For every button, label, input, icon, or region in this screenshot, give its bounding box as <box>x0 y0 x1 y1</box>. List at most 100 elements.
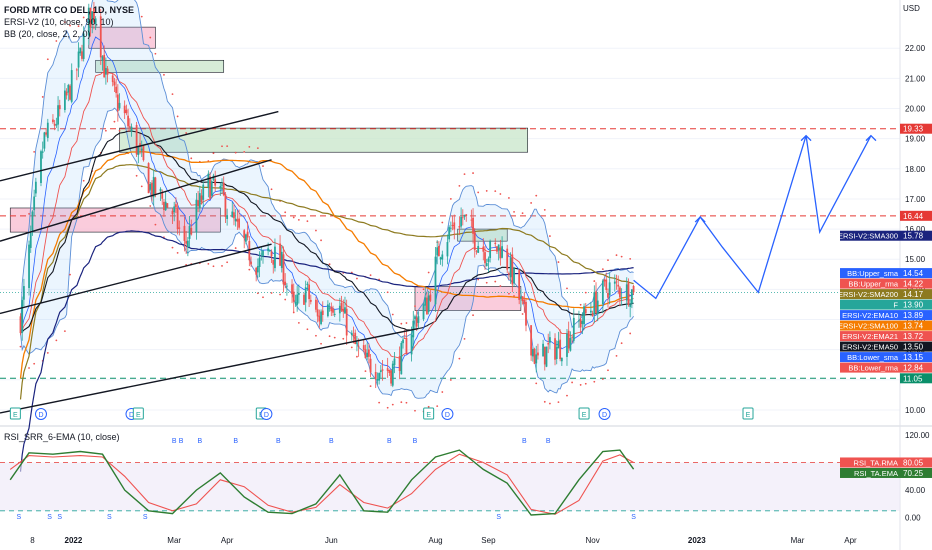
candle-body <box>451 224 454 226</box>
osc-signal-s: S <box>631 514 636 521</box>
candle-body <box>58 105 61 110</box>
candle-body <box>186 240 189 247</box>
bb-lower-rma-dot <box>405 401 408 404</box>
bb-upper-rma-dot <box>400 322 403 325</box>
bb-upper-rma-dot <box>543 208 546 211</box>
candle-body <box>543 346 546 365</box>
candle-body <box>69 85 71 100</box>
level-tag-value: 19.33 <box>903 125 924 134</box>
candle-body <box>57 105 59 125</box>
osc-tag-value-bg <box>900 467 932 478</box>
bb-lower-rma-dot <box>615 354 618 357</box>
candle-body <box>226 215 229 219</box>
bb-upper-rma-dot <box>530 202 533 204</box>
candle-body <box>195 199 198 233</box>
bb-upper-rma-dot <box>306 220 309 223</box>
earnings-marker <box>578 407 590 420</box>
candle-body <box>65 91 68 96</box>
bb-lower-rma-dot <box>494 280 497 283</box>
candle-body <box>426 297 428 315</box>
candle-body <box>460 216 463 227</box>
candle-body <box>127 115 129 127</box>
candle-body <box>268 250 271 252</box>
bb-upper-rma-dot <box>154 52 157 55</box>
bb-lower-rma-dot <box>55 339 58 342</box>
candle-body <box>487 258 490 262</box>
time-tick-label: Aug <box>428 536 442 545</box>
ema50-line <box>20 130 634 334</box>
candle-body <box>518 270 521 300</box>
sma300-line <box>19 230 634 472</box>
bb-upper-rma-dot <box>190 157 193 160</box>
bb-lower-rma-dot <box>284 298 287 301</box>
bb-lower-rma-dot <box>521 313 524 315</box>
candle-body <box>559 339 562 360</box>
price-tag-value-bg <box>900 352 932 363</box>
candle-body <box>484 252 486 264</box>
candle-body <box>67 85 70 93</box>
candle-body <box>630 289 633 304</box>
price-tag-value: 13.72 <box>903 332 924 341</box>
candle-body <box>417 316 420 323</box>
bb-lower-rma-dot <box>248 268 251 271</box>
bb-upper-rma-dot <box>243 150 246 153</box>
bb-upper-rma-dot <box>82 16 85 19</box>
bb-upper-rma-dot <box>226 145 229 148</box>
event-marker-label: D <box>38 412 43 419</box>
price-tag-label: BB:Upper_rma <box>848 280 898 289</box>
candle-body <box>176 207 179 230</box>
candles <box>19 1 635 389</box>
level-tag-value: 11.05 <box>903 374 923 383</box>
event-marker-label: D <box>445 412 450 419</box>
candle-body <box>185 241 188 244</box>
candle-body <box>388 370 391 373</box>
bb-upper-rma-dot <box>549 235 551 237</box>
bb-lower-rma-dot <box>629 332 632 335</box>
candle-body <box>470 219 473 221</box>
level-tag-value: 16.44 <box>903 212 924 221</box>
price-tag-label: ERSI-V2:EMA50 <box>842 343 898 352</box>
candle-body <box>280 251 283 268</box>
candle-body <box>53 123 56 126</box>
candle-body <box>345 308 348 336</box>
candle-body <box>613 281 616 284</box>
time-tick-label: Sep <box>481 536 496 545</box>
price-tag-label-bg <box>840 299 900 310</box>
bb-fill <box>20 0 634 399</box>
dividend-marker <box>34 408 47 420</box>
time-tick-label: Jun <box>325 536 338 545</box>
bb-upper-rma-dot <box>234 151 237 154</box>
bb-lower-rma-dot <box>607 369 609 372</box>
candle-body <box>338 305 341 314</box>
osc-tag-label: RSI_TA.RMA <box>854 458 898 467</box>
bb-lower-rma-dot <box>535 382 538 385</box>
bb-lower-rma-dot <box>279 293 281 296</box>
candle-body <box>135 125 138 155</box>
level-tag-value-bg <box>900 123 932 134</box>
candle-body <box>140 148 143 151</box>
osc-signal-s: S <box>57 514 62 521</box>
bb-lower-rma-dot <box>315 334 317 337</box>
bb-upper-rma-dot <box>297 218 300 221</box>
candle-body <box>234 218 237 222</box>
candle-body <box>519 296 522 299</box>
bb-upper-rma-dot <box>28 213 30 215</box>
candle-body <box>557 340 560 349</box>
event-marker-label: E <box>582 412 587 419</box>
bb-lower-rma-dot <box>449 379 452 381</box>
bb-lower-rma-dot <box>458 357 461 360</box>
price-tag-label: ERSI-V2:SMA300 <box>838 232 898 241</box>
candle-body <box>286 285 288 287</box>
candle-body <box>221 184 223 186</box>
bb-upper-rma-dot <box>328 263 331 266</box>
zones <box>9 26 529 311</box>
candle-body <box>306 283 309 285</box>
event-marker-label: E <box>426 412 431 419</box>
bb-lower-rma-dot <box>221 265 223 267</box>
bb-lower-rma-dot <box>207 262 210 265</box>
bb-lower-rma-dot <box>369 385 372 388</box>
zone-box <box>119 127 529 153</box>
bb-upper-rma-dot <box>63 21 66 24</box>
candle-body <box>207 173 210 188</box>
